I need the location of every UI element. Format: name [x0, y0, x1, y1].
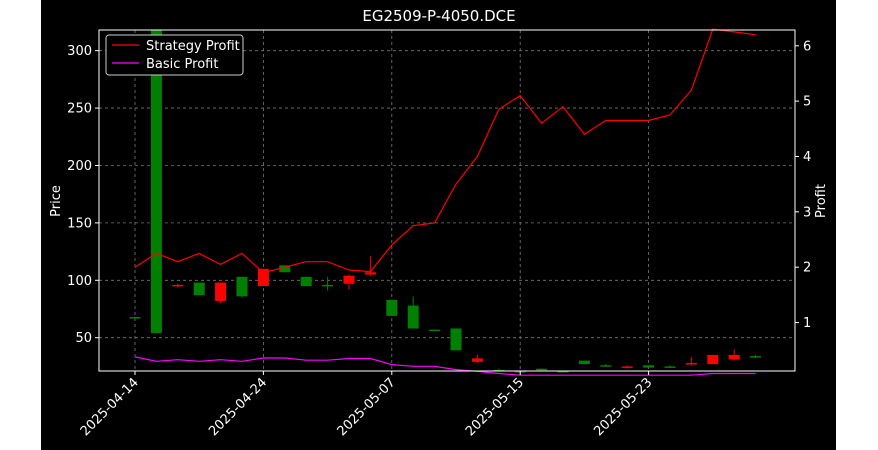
candle-body	[685, 362, 697, 365]
legend-label-basic: Basic Profit	[146, 57, 218, 72]
candle	[728, 349, 740, 361]
right-tick-label: 2	[803, 261, 811, 276]
candle	[578, 360, 590, 365]
right-tick-label: 6	[803, 39, 811, 54]
candle	[236, 276, 248, 298]
candle	[343, 274, 355, 290]
candle	[471, 354, 483, 363]
candle	[193, 282, 205, 296]
candle-body	[236, 276, 248, 297]
candle-body	[386, 299, 398, 316]
x-tick-label: 2025-05-07	[335, 375, 399, 439]
candle-body	[578, 360, 590, 365]
candle-body	[129, 317, 141, 319]
plot-frame	[98, 29, 796, 372]
candle	[364, 256, 376, 276]
left-tick-label: 100	[67, 274, 92, 289]
left-tick-label: 250	[67, 102, 92, 117]
candle	[150, 30, 162, 334]
candle	[536, 368, 548, 371]
left-tick-label: 50	[75, 331, 92, 346]
x-tick-label: 2025-04-24	[206, 375, 270, 439]
candle-body	[279, 265, 291, 273]
candle	[215, 282, 227, 304]
chart-title: EG2509-P-4050.DCE	[362, 7, 515, 25]
candle	[300, 276, 312, 287]
candle	[621, 365, 633, 369]
right-tick-label: 5	[803, 95, 811, 110]
candle-body	[300, 276, 312, 287]
candle-layer	[129, 30, 762, 373]
legend: Strategy Profit Basic Profit	[105, 34, 244, 76]
candle-body	[193, 282, 205, 296]
candle-body	[664, 366, 676, 368]
legend-label-strategy: Strategy Profit	[146, 39, 240, 54]
left-tick-label: 200	[67, 159, 92, 174]
right-tick-label: 3	[803, 205, 811, 220]
candle-body	[343, 275, 355, 284]
candle	[429, 329, 441, 332]
candle	[750, 354, 762, 359]
candle	[557, 371, 569, 373]
candle-body	[257, 268, 269, 287]
right-tick-label: 1	[803, 316, 811, 331]
line-layer	[134, 28, 756, 376]
right-axis-label: Profit	[814, 184, 829, 218]
left-tick-label: 150	[67, 216, 92, 231]
candle-body	[536, 368, 548, 371]
candle	[643, 365, 655, 368]
chart-svg: EG2509-P-4050.DCE 50 100 150 200 250 300 1 2 3 4…	[49, 7, 829, 439]
candle	[407, 296, 419, 329]
x-axis: 2025-04-14 2025-04-24 2025-05-07 2025-05-15…	[78, 371, 655, 439]
candle-body	[364, 272, 376, 275]
grid-layer	[99, 30, 795, 371]
candle	[279, 265, 291, 273]
candle-body	[215, 282, 227, 301]
candle-body	[322, 284, 334, 287]
strategy-profit-line	[134, 28, 756, 274]
candle	[257, 268, 269, 287]
candle-body	[643, 365, 655, 368]
candle	[685, 357, 697, 366]
candle-body	[471, 358, 483, 362]
left-axis-label: Price	[49, 185, 64, 217]
candle	[664, 365, 676, 368]
candle	[322, 276, 334, 291]
candle-body	[557, 371, 569, 373]
x-tick-label: 2025-04-14	[78, 375, 142, 439]
x-tick-label: 2025-05-15	[463, 375, 527, 439]
left-y-axis: 50 100 150 200 250 300	[67, 44, 99, 346]
right-y-axis: 1 2 3 4 5 6	[795, 39, 811, 331]
candle	[600, 364, 612, 367]
candle-body	[707, 354, 719, 365]
basic-profit-line	[134, 356, 756, 376]
candle	[129, 317, 141, 319]
candle-body	[728, 354, 740, 360]
candle-body	[407, 305, 419, 329]
candle-body	[150, 30, 162, 334]
chart-figure: EG2509-P-4050.DCE 50 100 150 200 250 300 1 2 3 4…	[41, 0, 836, 450]
candle-body	[450, 328, 462, 351]
x-tick-label: 2025-05-23	[591, 375, 655, 439]
candle-body	[429, 329, 441, 332]
candle	[707, 354, 719, 365]
legend-box	[105, 34, 244, 76]
candle-body	[750, 356, 762, 358]
candle	[386, 299, 398, 316]
candle-body	[621, 366, 633, 368]
right-tick-label: 4	[803, 150, 811, 165]
candle-body	[600, 365, 612, 367]
candle-body	[172, 284, 184, 287]
candle	[172, 283, 184, 288]
left-tick-label: 300	[67, 44, 92, 59]
candle	[450, 328, 462, 351]
